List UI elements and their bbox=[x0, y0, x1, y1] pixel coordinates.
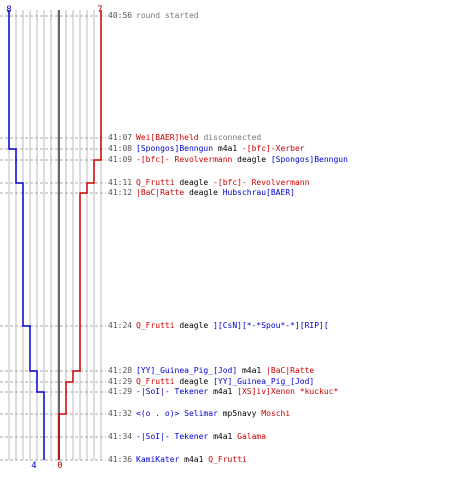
event-time: 41:08 bbox=[108, 144, 133, 153]
event-row: 41:09 -[bfc]- Revolvermann deagle [Spongo… bbox=[0, 154, 450, 165]
red-end-score: 0 bbox=[57, 461, 62, 471]
event-row: 41:11 Q_Frutti deagle -[bfc]- Revolverman… bbox=[0, 177, 450, 188]
event-row: 41:08 [Spongos]Benngun m4a1 -[bfc]-Xerber bbox=[0, 143, 450, 154]
event-message: -[bfc]- Revolvermann deagle [Spongos]Ben… bbox=[136, 154, 348, 165]
event-message: |BaC|Ratte deagle Hubschrau[BAER] bbox=[136, 187, 295, 198]
event-row: 41:36 KamiKater m4a1 Q_Frutti bbox=[0, 454, 450, 465]
event-text-part: mp5navy bbox=[217, 409, 262, 418]
event-message: Q_Frutti deagle ][CsN][*-*Spou*-*][RIP][ bbox=[136, 320, 329, 331]
event-time: 41:24 bbox=[108, 321, 133, 330]
event-text-part: disconnected bbox=[198, 133, 262, 142]
event-message: -|SoI|- Tekener m4a1 Galama bbox=[136, 431, 266, 442]
event-text-part: m4a1 bbox=[213, 144, 242, 153]
event-message: Wei[BAER]held disconnected bbox=[136, 132, 261, 143]
event-row: 40:56 round started bbox=[0, 10, 450, 21]
event-text-part: Wei[BAER]held bbox=[136, 133, 199, 142]
event-text-part: deagle bbox=[232, 155, 271, 164]
timeline-graph: 8 7 4 0 bbox=[0, 5, 106, 471]
event-text-part: -|SoI|- Tekener bbox=[136, 432, 209, 441]
event-time: 41:28 bbox=[108, 366, 133, 375]
event-text-part: m4a1 bbox=[208, 432, 238, 441]
event-text-part: m4a1 bbox=[179, 455, 209, 464]
red-start-score: 7 bbox=[97, 5, 102, 15]
event-text-part: Q_Frutti bbox=[208, 455, 247, 464]
event-time: 41:32 bbox=[108, 409, 133, 418]
event-text-part: m4a1 bbox=[237, 366, 267, 375]
event-time: 41:29 bbox=[108, 377, 133, 386]
event-text-part: Hubschrau[BAER] bbox=[222, 188, 295, 197]
event-text-part: deagle bbox=[184, 188, 223, 197]
event-row: 41:24 Q_Frutti deagle ][CsN][*-*Spou*-*][… bbox=[0, 320, 450, 331]
event-row: 41:07 Wei[BAER]held disconnected bbox=[0, 132, 450, 143]
event-text-part: deagle bbox=[174, 321, 214, 330]
event-message: KamiKater m4a1 Q_Frutti bbox=[136, 454, 247, 465]
event-text-part: -[bfc]- Revolvermann bbox=[136, 155, 233, 164]
event-text-part: KamiKater bbox=[136, 455, 180, 464]
event-time: 41:09 bbox=[108, 155, 133, 164]
event-time: 41:29 bbox=[108, 387, 133, 396]
event-text-part: [Spongos]Benngun bbox=[136, 144, 214, 153]
blue-end-score: 4 bbox=[31, 461, 36, 471]
event-text-part: <(o . o)> Selimar bbox=[136, 409, 218, 418]
event-time: 41:36 bbox=[108, 455, 133, 464]
event-message: [YY]_Guinea_Pig_[Jod] m4a1 |BaC|Ratte bbox=[136, 365, 314, 376]
event-text-part: ][CsN][*-*Spou*-*][RIP][ bbox=[213, 321, 329, 330]
event-text-part: deagle bbox=[174, 178, 214, 187]
event-text-part: |BaC|Ratte bbox=[136, 188, 185, 197]
blue-team-line bbox=[8, 10, 45, 460]
event-text-part: -[bfc]- Revolvermann bbox=[213, 178, 310, 187]
event-text-part: |BaC|Ratte bbox=[266, 366, 315, 375]
event-time: 41:12 bbox=[108, 188, 133, 197]
event-message: <(o . o)> Selimar mp5navy Moschi bbox=[136, 408, 290, 419]
event-time: 41:11 bbox=[108, 178, 133, 187]
event-time: 41:07 bbox=[108, 133, 133, 142]
event-row: 41:29 Q_Frutti deagle [YY]_Guinea_Pig_[Jo… bbox=[0, 376, 450, 387]
event-row: 41:12 |BaC|Ratte deagle Hubschrau[BAER] bbox=[0, 187, 450, 198]
blue-start-score: 8 bbox=[6, 5, 11, 15]
event-time: 41:34 bbox=[108, 432, 133, 441]
event-row: 41:29 -|SoI|- Tekener m4a1 [XS]iv]Xenon *… bbox=[0, 386, 450, 397]
event-text-part: Q_Frutti bbox=[136, 178, 175, 187]
event-text-part: [YY]_Guinea_Pig_[Jod] bbox=[213, 377, 315, 386]
event-row: 41:28 [YY]_Guinea_Pig_[Jod] m4a1 |BaC|Rat… bbox=[0, 365, 450, 376]
event-text-part: Moschi bbox=[261, 409, 291, 418]
event-text-part: Q_Frutti bbox=[136, 377, 175, 386]
event-text-part: Q_Frutti bbox=[136, 321, 175, 330]
event-message: [Spongos]Benngun m4a1 -[bfc]-Xerber bbox=[136, 143, 305, 154]
red-team-line bbox=[58, 10, 102, 460]
event-row: 41:34 -|SoI|- Tekener m4a1 Galama bbox=[0, 431, 450, 442]
event-message: Q_Frutti deagle -[bfc]- Revolvermann bbox=[136, 177, 309, 188]
event-text-part: -|SoI|- Tekener bbox=[136, 387, 209, 396]
event-text-part: m4a1 bbox=[208, 387, 238, 396]
event-row: 41:32 <(o . o)> Selimar mp5navy Moschi bbox=[0, 408, 450, 419]
event-message: -|SoI|- Tekener m4a1 [XS]iv]Xenon *kucku… bbox=[136, 386, 338, 397]
event-message: Q_Frutti deagle [YY]_Guinea_Pig_[Jod] bbox=[136, 376, 314, 387]
event-text-part: deagle bbox=[174, 377, 214, 386]
event-text-part: [XS]iv]Xenon *kuckuc* bbox=[237, 387, 339, 396]
event-text-part: -[bfc]-Xerber bbox=[241, 144, 305, 153]
event-text-part: Galama bbox=[237, 432, 267, 441]
event-text-part: [YY]_Guinea_Pig_[Jod] bbox=[136, 366, 238, 375]
event-message: round started bbox=[136, 10, 199, 21]
event-text-part: [Spongos]Benngun bbox=[270, 155, 348, 164]
event-text-part: round started bbox=[136, 11, 199, 20]
event-time: 40:56 bbox=[108, 11, 133, 20]
